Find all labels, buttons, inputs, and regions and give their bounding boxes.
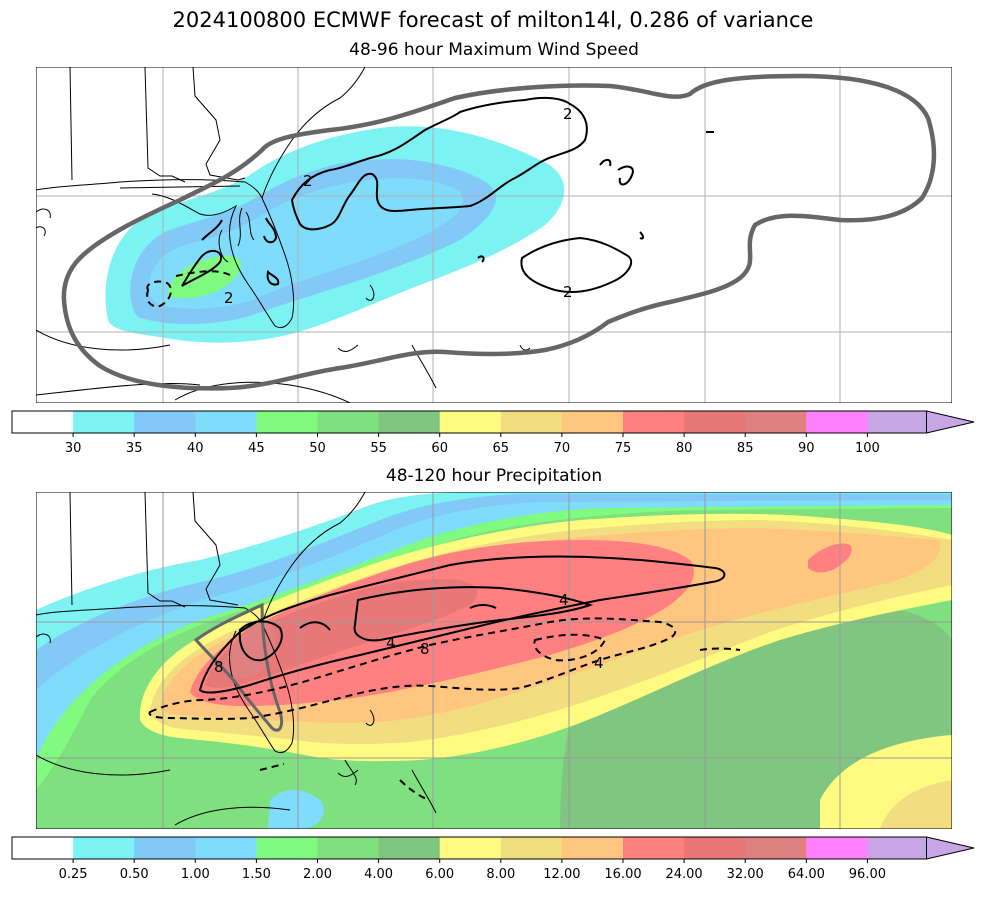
precip-fill-spot (808, 543, 852, 573)
colorbar-tick-label: 24.00 (665, 867, 702, 882)
colorbar-segment (378, 411, 441, 433)
colorbar-segment (867, 411, 929, 433)
colorbar-segment (745, 411, 807, 433)
precip-fill-24.00 (190, 540, 694, 707)
wind-contour-label: 2 (303, 172, 313, 190)
colorbar-segment (623, 837, 685, 859)
colorbar-segment (500, 411, 563, 433)
colorbar-segment (745, 837, 807, 859)
colorbar-tick-label: 0.50 (120, 867, 149, 882)
colorbar-segment (195, 411, 257, 433)
figure-title: 2024100800 ECMWF forecast of milton14l, … (172, 8, 814, 32)
precip-map (36, 492, 952, 829)
colorbar-tick-label: 8.00 (486, 867, 515, 882)
colorbar-tick-label: 16.00 (604, 867, 641, 882)
precip-panel-title: 48-120 hour Precipitation (385, 466, 603, 486)
colorbar-tick-label: 64.00 (788, 867, 825, 882)
colorbar-tick-label: 50 (309, 441, 326, 456)
colorbar-segment (317, 837, 380, 859)
precip-gray-contour (193, 602, 284, 732)
colorbar-tick-label: 70 (554, 441, 571, 456)
colorbar-segment (806, 411, 868, 433)
colorbar-segment (256, 411, 318, 433)
colorbar-segment (134, 411, 196, 433)
wind-contour-label: 2 (563, 283, 573, 301)
colorbar-outline (11, 410, 927, 434)
wind-coastlines (36, 67, 531, 403)
precip-fill-tan-patch (880, 780, 952, 829)
colorbar-segment (806, 837, 868, 859)
wind-positive-contours (181, 96, 714, 293)
colorbar-extend-arrow (926, 410, 975, 434)
colorbar-tick-label: 55 (370, 441, 387, 456)
precip-fill-blue-patch (268, 789, 324, 829)
wind-negative-contour (146, 270, 231, 308)
colorbar-segment (134, 837, 196, 859)
colorbar-segment (561, 837, 624, 859)
precip-positive-contours (198, 555, 726, 694)
colorbar-segment (317, 411, 380, 433)
colorbar-tick-label: 60 (431, 441, 448, 456)
precip-fill-32.00 (205, 579, 478, 688)
colorbar-tick-label: 1.50 (242, 867, 271, 882)
colorbar-segment (561, 411, 624, 433)
wind-fill-45 (168, 255, 241, 299)
colorbar-segment (867, 837, 929, 859)
colorbar-tick-label: 2.00 (303, 867, 332, 882)
colorbar-outline (11, 836, 927, 860)
colorbar-tick-label: 32.00 (727, 867, 764, 882)
precip-contour-label: 4 (594, 654, 604, 672)
colorbar-segment (195, 837, 257, 859)
colorbar-tick-label: 12.00 (543, 867, 580, 882)
colorbar-segment (439, 837, 502, 859)
colorbar-segment (500, 837, 563, 859)
precip-coastlines (36, 492, 437, 826)
wind-panel-title: 48-96 hour Maximum Wind Speed (349, 40, 639, 60)
colorbar-tick-label: 96.00 (849, 867, 886, 882)
colorbar-tick-label: 65 (493, 441, 510, 456)
colorbar-tick-label: 40 (187, 441, 204, 456)
wind-contour-label: 2 (224, 289, 234, 307)
wind-contour-labels: 2 2 2 2 (224, 105, 573, 307)
colorbar-segment (12, 837, 74, 859)
precip-negative-contours (148, 617, 741, 801)
colorbar-tick-label: 30 (65, 441, 82, 456)
precip-contour-label: 8 (214, 658, 224, 676)
colorbar-segment (439, 411, 502, 433)
colorbar-segment (684, 411, 746, 433)
colorbar-segment (623, 411, 685, 433)
wind-map (36, 67, 952, 403)
precip-colorbar: 0.25 0.50 1.00 1.50 2.00 4.00 6.00 8.00 12.00 16.… (11, 836, 975, 882)
colorbar-tick-label: 6.00 (425, 867, 454, 882)
colorbar-tick-label: 1.00 (181, 867, 210, 882)
wind-probability-outline (61, 73, 937, 391)
precip-contour-label: 4 (386, 634, 396, 652)
colorbar-extend-arrow (926, 836, 975, 860)
colorbar-tick-label: 90 (798, 441, 815, 456)
colorbar-tick-label: 75 (615, 441, 632, 456)
precip-contour-label: 8 (420, 640, 430, 658)
colorbar-segment (73, 837, 135, 859)
wind-gridlines (36, 67, 952, 403)
colorbar-tick-label: 4.00 (364, 867, 393, 882)
colorbar-tick-label: 45 (248, 441, 265, 456)
colorbar-tick-label: 0.25 (59, 867, 88, 882)
precip-contour-label: 4 (559, 591, 569, 609)
colorbar-tick-label: 100 (855, 441, 880, 456)
wind-contour-label: 2 (563, 105, 573, 123)
colorbar-segment (73, 411, 135, 433)
colorbar-segment (684, 837, 746, 859)
colorbar-tick-label: 35 (126, 441, 143, 456)
colorbar-segment (256, 837, 318, 859)
precip-contour-labels: 4 4 8 8 4 (214, 591, 604, 676)
colorbar-segment (378, 837, 441, 859)
colorbar-tick-label: 85 (737, 441, 754, 456)
wind-colorbar: 30 35 40 45 50 55 60 65 70 75 80 85 90 100 (11, 410, 975, 456)
colorbar-tick-label: 80 (676, 441, 693, 456)
colorbar-segment (12, 411, 74, 433)
